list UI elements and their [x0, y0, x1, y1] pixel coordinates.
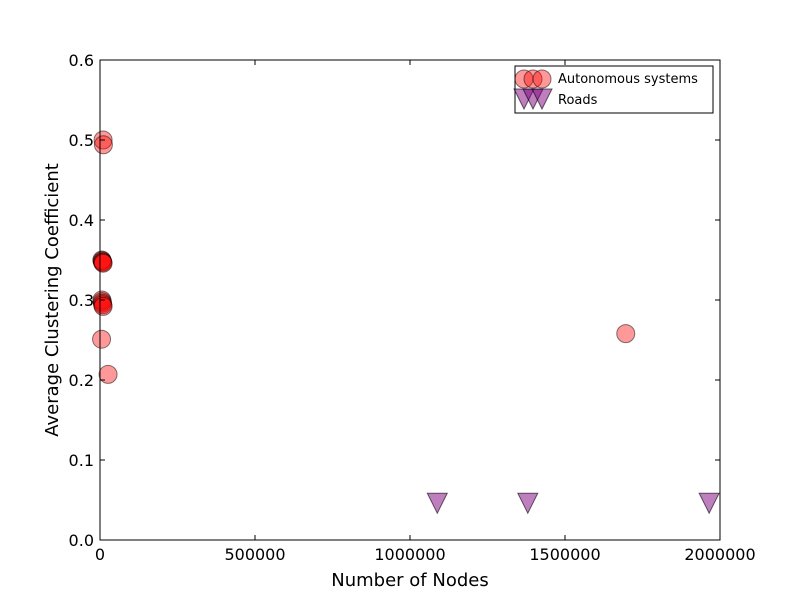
- data-point-autonomous-systems: [98, 364, 118, 384]
- y-tick-label: 0.6: [69, 51, 94, 70]
- data-point-autonomous-systems: [616, 324, 636, 344]
- y-tick-label: 0.0: [69, 531, 94, 550]
- data-point-autonomous-systems: [93, 253, 113, 273]
- y-tick-label: 0.4: [69, 211, 94, 230]
- y-tick-label: 0.1: [69, 451, 94, 470]
- legend-label-roads: Roads: [558, 93, 598, 108]
- y-tick-label: 0.3: [69, 291, 94, 310]
- y-axis-label: Average Clustering Coefficient: [42, 163, 63, 437]
- legend: Autonomous systems Roads: [513, 65, 714, 114]
- legend-label-autonomous-systems: Autonomous systems: [558, 72, 698, 87]
- y-tick-label: 0.2: [69, 371, 94, 390]
- data-point-autonomous-systems: [93, 135, 113, 155]
- x-axis-label: Number of Nodes: [331, 570, 488, 591]
- x-tick-label: 2000000: [684, 545, 755, 564]
- data-point-roads: [698, 492, 720, 515]
- plot-area: [100, 60, 720, 540]
- y-tick-label: 0.5: [69, 131, 94, 150]
- x-tick-label: 1500000: [529, 545, 600, 564]
- x-tick-label: 0: [95, 545, 105, 564]
- x-tick-label: 1000000: [374, 545, 445, 564]
- x-tick-label: 500000: [224, 545, 285, 564]
- legend-marker-autonomous-systems: [532, 69, 552, 89]
- data-point-roads: [426, 492, 449, 515]
- data-point-roads: [516, 492, 539, 515]
- data-marks: [92, 130, 720, 515]
- data-point-autonomous-systems: [92, 329, 112, 349]
- data-point-autonomous-systems: [93, 296, 113, 316]
- legend-markers: [513, 69, 553, 111]
- legend-marker-roads: [531, 88, 553, 111]
- axis-ticks: 0 500000 1000000 1500000 2000000 0.0 0.1 0.2 0.3…: [69, 51, 756, 564]
